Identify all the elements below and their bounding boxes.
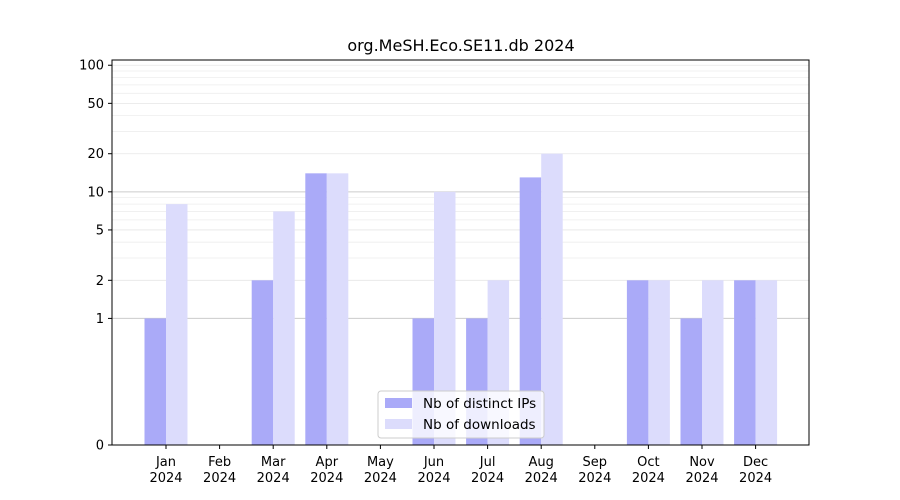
grid-lines: [112, 64, 809, 319]
y-tick-label: 10: [87, 185, 104, 200]
x-tick-label: Nov: [689, 455, 715, 470]
x-tick-label: 2024: [417, 471, 450, 486]
x-tick-label: 2024: [525, 471, 558, 486]
x-tick-label: 2024: [203, 471, 236, 486]
legend-swatch: [385, 398, 412, 408]
bar-distinct-ips: [305, 173, 327, 445]
bar-distinct-ips: [626, 280, 649, 445]
bar-distinct-ips: [144, 318, 166, 445]
bar-distinct-ips: [519, 177, 542, 446]
x-tick-label: 2024: [149, 471, 182, 486]
bar-distinct-ips: [251, 280, 274, 445]
x-tick-label: 2024: [364, 471, 397, 486]
x-tick-label: 2024: [578, 471, 611, 486]
x-tick-label: Dec: [743, 455, 768, 470]
legend-label: Nb of downloads: [423, 417, 536, 433]
bar-downloads: [326, 173, 349, 445]
x-tick-label: Aug: [529, 455, 554, 470]
bar-downloads: [434, 191, 456, 445]
chart-title: org.MeSH.Eco.SE11.db 2024: [347, 36, 574, 55]
legend: Nb of distinct IPs Nb of downloads: [377, 390, 545, 439]
bar-downloads: [273, 211, 295, 445]
y-tick-label: 20: [87, 147, 104, 162]
legend-box: [377, 390, 545, 439]
x-tick-label: 2024: [632, 471, 665, 486]
x-tick-label: Jul: [479, 455, 496, 470]
y-tick-label: 5: [96, 223, 104, 238]
bar-downloads: [755, 280, 778, 445]
y-tick-label: 100: [79, 59, 104, 74]
x-tick-label: Jan: [155, 455, 176, 470]
y-tick-label: 1: [96, 312, 104, 327]
legend-swatch: [385, 419, 412, 429]
x-tick-label: Oct: [637, 455, 659, 470]
y-axis: 0 1 2 5 10 20 50 100: [79, 59, 112, 454]
bar-downloads: [541, 153, 563, 446]
bar-downloads: [166, 204, 188, 445]
x-tick-label: 2024: [471, 471, 504, 486]
x-tick-label: 2024: [739, 471, 772, 486]
y-tick-label: 0: [96, 439, 104, 454]
x-tick-label: 2024: [257, 471, 290, 486]
legend-label: Nb of distinct IPs: [423, 396, 536, 412]
x-tick-label: Jun: [423, 455, 444, 470]
bar-downloads: [702, 280, 724, 445]
bar-distinct-ips: [734, 280, 756, 445]
x-tick-label: Feb: [208, 455, 231, 470]
y-tick-label: 50: [87, 97, 104, 112]
x-tick-label: 2024: [310, 471, 343, 486]
x-tick-label: Sep: [583, 455, 608, 470]
plot-frame: [111, 59, 810, 446]
x-tick-label: Apr: [316, 455, 339, 470]
x-tick-label: May: [367, 455, 394, 470]
y-tick-label: 2: [96, 274, 104, 289]
bar-downloads: [648, 280, 670, 445]
bar-distinct-ips: [680, 318, 702, 445]
x-tick-label: 2024: [685, 471, 718, 486]
x-tick-label: Mar: [261, 455, 286, 470]
x-axis: Jan2024Feb2024Mar2024Apr2024May2024Jun20…: [149, 445, 772, 486]
